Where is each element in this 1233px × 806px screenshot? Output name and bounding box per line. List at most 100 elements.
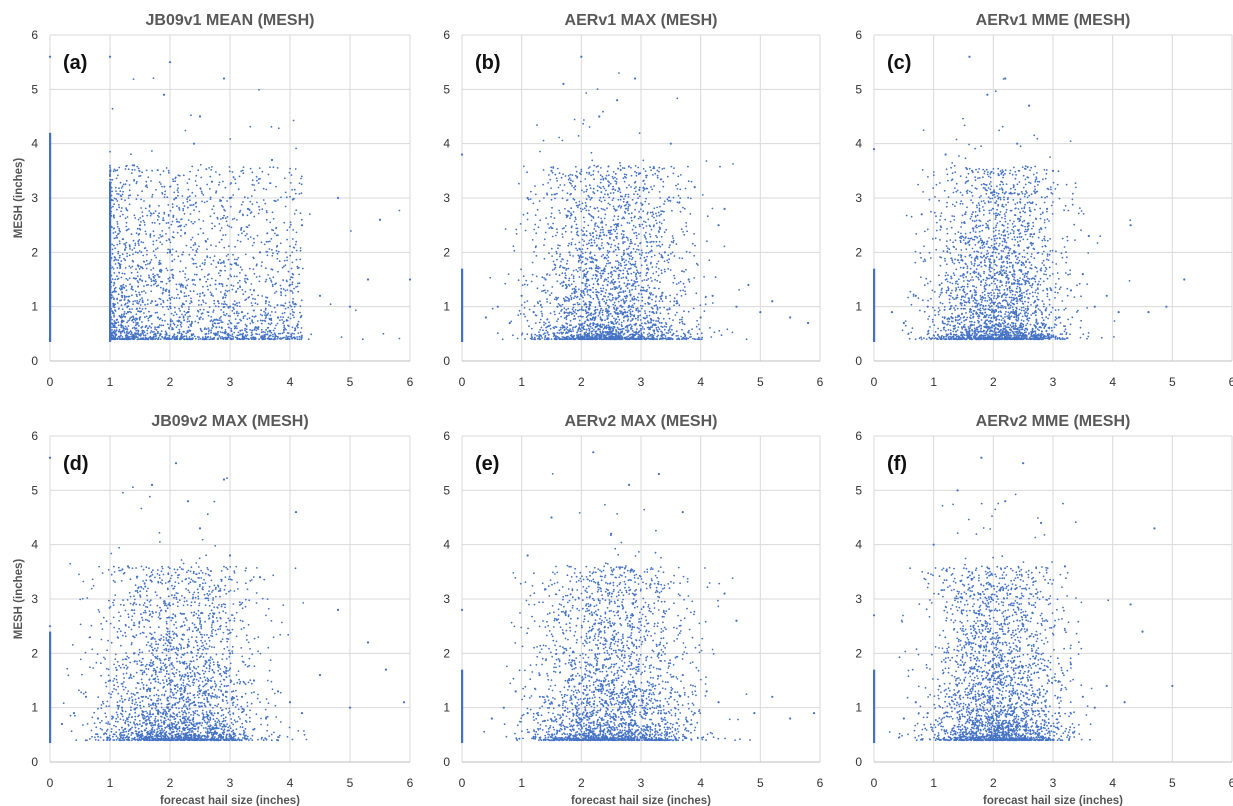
scatter-point [123, 313, 125, 316]
scatter-point [652, 167, 655, 170]
scatter-point [629, 315, 632, 318]
scatter-point [603, 217, 606, 220]
scatter-point [593, 207, 596, 210]
scatter-point [550, 187, 552, 190]
scatter-point [605, 257, 608, 260]
scatter-point [134, 328, 137, 330]
scatter-point [614, 335, 617, 338]
scatter-point [180, 224, 183, 227]
scatter-point [279, 284, 282, 287]
scatter-point [126, 330, 128, 333]
scatter-point [171, 296, 173, 299]
scatter-point [134, 244, 137, 247]
scatter-point [142, 219, 145, 222]
scatter-point [600, 269, 603, 272]
scatter-point [174, 176, 177, 179]
scatter-point [534, 185, 536, 188]
scatter-point [136, 338, 139, 341]
scatter-point [626, 283, 629, 285]
scatter-point [176, 205, 178, 208]
scatter-point [296, 338, 299, 341]
scatter-point [143, 261, 146, 263]
scatter-point [600, 200, 603, 203]
scatter-point [192, 283, 195, 286]
scatter-point [137, 167, 140, 170]
scatter-point [593, 328, 595, 331]
scatter-point [581, 306, 583, 308]
scatter-point [153, 254, 156, 257]
scatter-point [253, 184, 255, 186]
scatter-point [261, 170, 264, 173]
scatter-point [274, 311, 277, 313]
data-point [252, 289, 256, 292]
scatter-point [178, 209, 181, 211]
scatter-point [597, 291, 600, 294]
scatter-point [284, 264, 287, 267]
scatter-point [142, 241, 145, 244]
scatter-point [120, 260, 123, 263]
scatter-point [624, 337, 627, 340]
scatter-point [583, 240, 585, 243]
scatter-point [181, 195, 184, 197]
scatter-point [290, 335, 293, 337]
scatter-point [553, 310, 556, 313]
scatter-point [114, 334, 117, 337]
scatter-point [562, 173, 564, 176]
scatter-point [220, 319, 222, 322]
scatter-point [131, 308, 134, 310]
scatter-point [178, 307, 181, 310]
scatter-point [654, 172, 657, 175]
scatter-point [168, 280, 171, 283]
scatter-point [201, 268, 203, 271]
y-tick-label: 6 [31, 28, 38, 42]
scatter-point [653, 323, 656, 326]
scatter-point [560, 315, 562, 318]
scatter-point [697, 323, 700, 326]
scatter-point [293, 213, 296, 215]
scatter-point [640, 322, 643, 325]
scatter-point [177, 174, 180, 177]
scatter-point [538, 335, 540, 338]
scatter-point [672, 319, 674, 321]
scatter-point [125, 221, 128, 224]
scatter-point [289, 317, 292, 320]
scatter-point [640, 254, 643, 256]
scatter-point [286, 259, 288, 262]
scatter-point [129, 333, 132, 336]
scatter-point [630, 166, 632, 169]
scatter-point [566, 262, 568, 265]
scatter-point [194, 202, 197, 205]
panel-label: (a) [63, 52, 87, 74]
scatter-point [549, 178, 552, 181]
scatter-point [555, 252, 558, 255]
scatter-point [227, 315, 230, 317]
scatter-point [237, 257, 240, 259]
scatter-point [196, 293, 199, 295]
scatter-point [564, 299, 566, 301]
scatter-point [682, 206, 684, 209]
scatter-point [160, 235, 163, 238]
scatter-point [139, 175, 142, 177]
scatter-point [215, 326, 218, 329]
scatter-point [601, 242, 603, 244]
scatter-point [602, 331, 605, 334]
scatter-point [132, 300, 135, 303]
scatter-point [182, 209, 185, 212]
scatter-point [542, 329, 544, 332]
scatter-point [580, 250, 583, 253]
scatter-point [600, 287, 602, 290]
scatter-point [130, 288, 133, 290]
scatter-point [220, 269, 223, 272]
scatter-point [277, 332, 280, 335]
scatter-point [630, 219, 633, 222]
scatter-point [131, 327, 134, 329]
scatter-point [152, 212, 155, 215]
scatter-point [661, 300, 664, 303]
scatter-point [248, 296, 251, 298]
scatter-point [265, 218, 268, 221]
scatter-point [235, 312, 238, 315]
scatter-point [644, 322, 647, 325]
scatter-point [109, 172, 111, 174]
scatter-point [218, 223, 221, 225]
scatter-point [643, 234, 646, 237]
